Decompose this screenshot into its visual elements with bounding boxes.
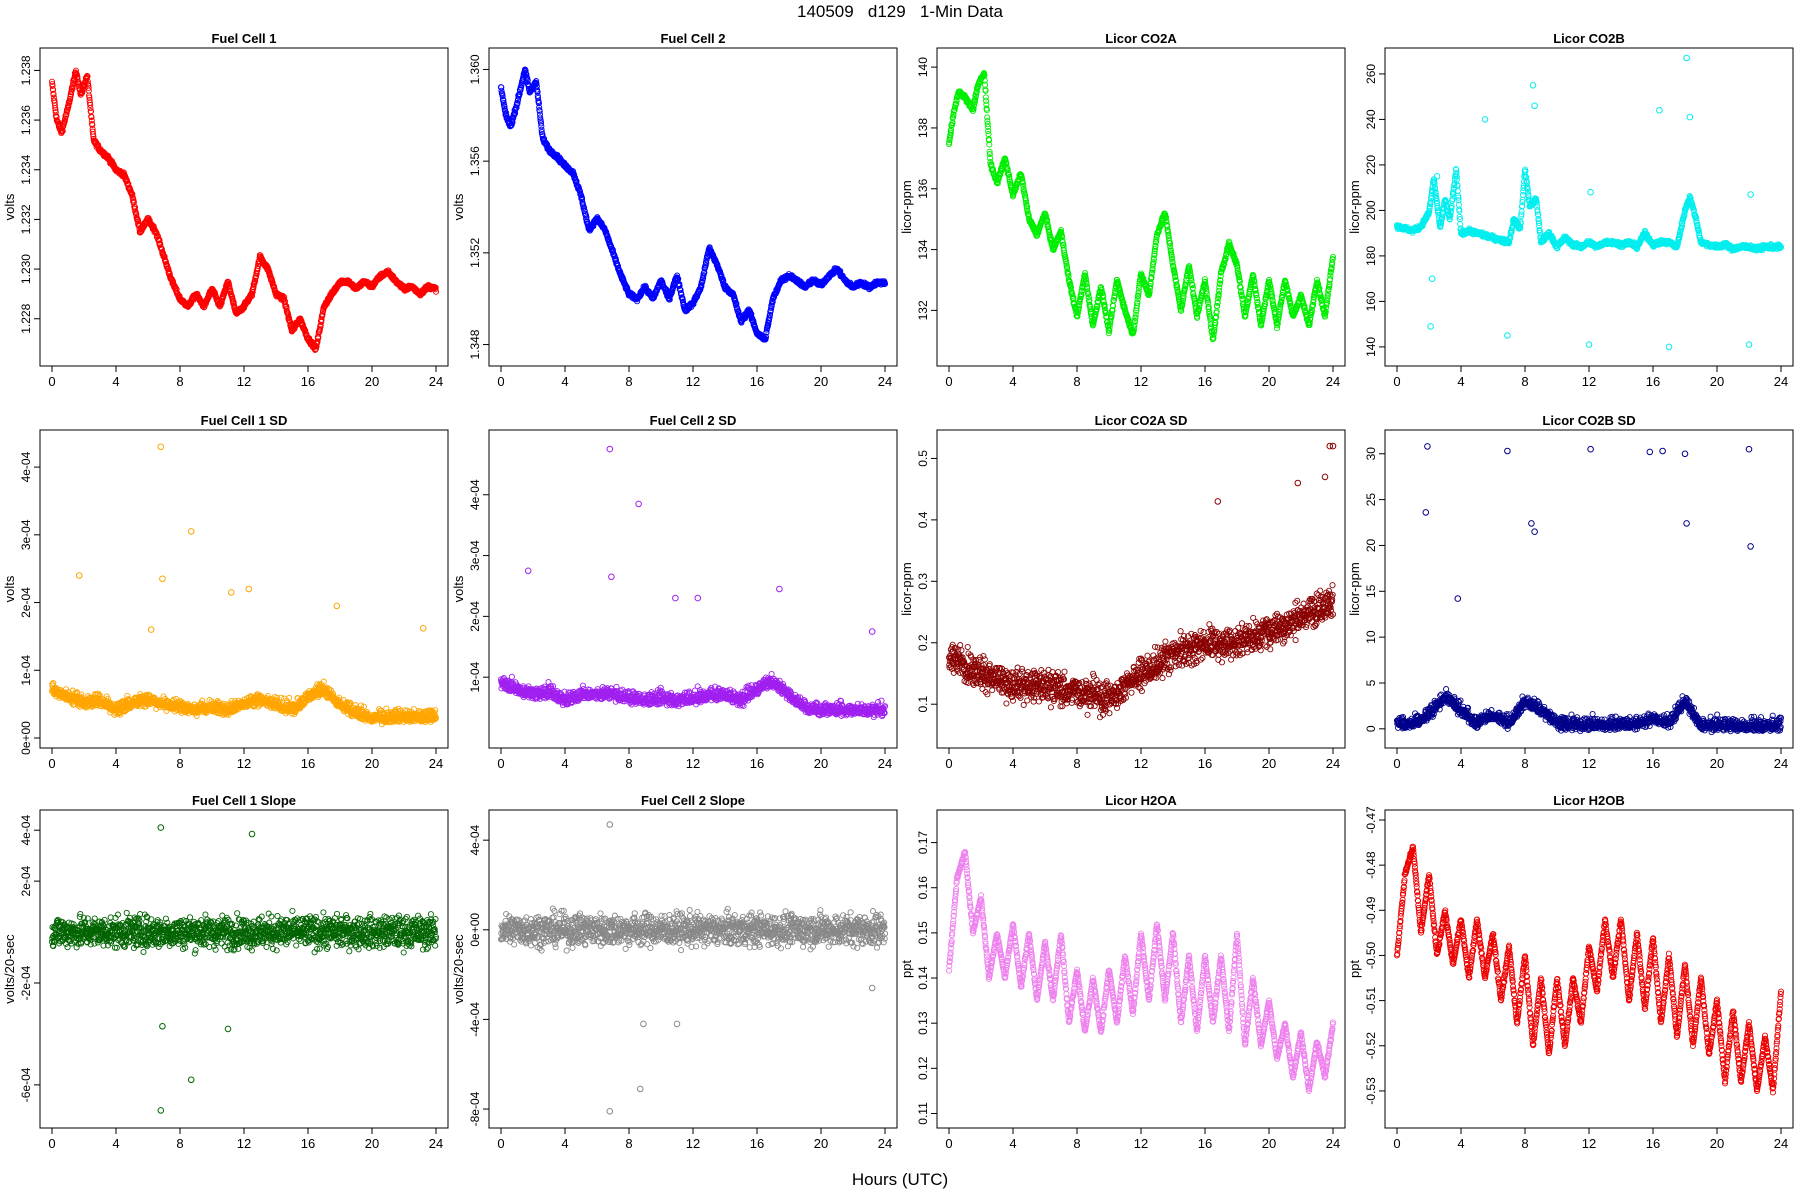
y-tick-label: 138 xyxy=(916,118,930,138)
y-tick-label: 1.360 xyxy=(468,54,482,84)
x-tick-label: 20 xyxy=(1262,374,1276,389)
x-tick-label: 0 xyxy=(497,374,504,389)
y-axis-label: licor-ppm xyxy=(1347,180,1362,233)
chart-panel-1: Fuel Cell 2 volts 0 4 8 12 16 20 24 1.348 1.352 1.3… xyxy=(451,31,897,389)
plot-frame xyxy=(489,48,897,366)
y-axis-label: licor-ppm xyxy=(899,180,914,233)
y-tick-label: 134 xyxy=(916,239,930,259)
x-tick-label: 4 xyxy=(1457,374,1464,389)
y-tick-label: 132 xyxy=(916,300,930,320)
data-point xyxy=(88,109,93,114)
y-tick-label: 240 xyxy=(1364,109,1378,129)
x-tick-label: 8 xyxy=(1073,374,1080,389)
x-tick-label: 0 xyxy=(48,374,55,389)
chart-title: Fuel Cell 1 xyxy=(211,31,276,46)
x-tick-label: 12 xyxy=(1134,374,1148,389)
y-tick-label: 1.238 xyxy=(19,55,33,85)
x-tick-label: 24 xyxy=(878,374,892,389)
x-tick-label: 4 xyxy=(112,374,119,389)
y-axis-label: volts xyxy=(451,193,466,220)
x-tick-label: 0 xyxy=(1393,374,1400,389)
y-tick-label: 1.352 xyxy=(468,238,482,268)
x-tick-label: 20 xyxy=(814,374,828,389)
x-tick-label: 20 xyxy=(365,374,379,389)
plot-grid: Fuel Cell 1 volts 0 4 8 12 16 20 24 1.228 1.230 1.2… xyxy=(0,0,1800,1200)
chart-panel-3: Licor CO2B licor-ppm 0 4 8 12 16 20 24 140 160 180 2… xyxy=(1347,31,1793,389)
y-tick-label: 260 xyxy=(1364,64,1378,84)
y-tick-label: 1.232 xyxy=(19,204,33,234)
x-tick-label: 12 xyxy=(686,374,700,389)
y-tick-label: 200 xyxy=(1364,200,1378,220)
x-tick-label: 24 xyxy=(429,374,443,389)
y-tick-label: 180 xyxy=(1364,246,1378,266)
x-tick-label: 8 xyxy=(625,374,632,389)
x-tick-label: 12 xyxy=(237,374,251,389)
y-tick-label: 1.356 xyxy=(468,146,482,176)
scatter-points xyxy=(946,70,1335,341)
x-tick-label: 4 xyxy=(561,374,568,389)
y-tick-label: 1.228 xyxy=(19,303,33,333)
chart-panel-2: Licor CO2A licor-ppm 0 4 8 12 16 20 24 132 134 136 1… xyxy=(899,31,1345,389)
y-tick-label: 220 xyxy=(1364,155,1378,175)
chart-panel-0: Fuel Cell 1 volts 0 4 8 12 16 20 24 1.228 1.230 1.2… xyxy=(2,31,448,389)
figure: 140509 d129 1-Min Data Fuel Cell 1 volts 0… xyxy=(0,0,1800,1200)
x-tick-label: 0 xyxy=(945,374,952,389)
x-tick-label: 4 xyxy=(1009,374,1016,389)
y-axis-label: volts xyxy=(2,193,17,220)
y-tick-label: 1.230 xyxy=(19,254,33,284)
x-tick-label: 24 xyxy=(1774,374,1788,389)
scatter-points xyxy=(498,67,887,342)
x-tick-label: 8 xyxy=(1521,374,1528,389)
x-tick-label: 24 xyxy=(1326,374,1340,389)
y-tick-label: 1.236 xyxy=(19,105,33,135)
y-tick-label: 1.348 xyxy=(468,329,482,359)
x-tick-label: 8 xyxy=(176,374,183,389)
y-tick-label: 140 xyxy=(1364,337,1378,357)
plot-frame xyxy=(937,48,1345,366)
x-tick-label: 12 xyxy=(1582,374,1596,389)
x-tick-label: 16 xyxy=(1198,374,1212,389)
x-tick-label: 20 xyxy=(1710,374,1724,389)
y-tick-label: 140 xyxy=(916,57,930,77)
y-tick-label: 160 xyxy=(1364,291,1378,311)
data-point xyxy=(986,132,991,137)
scatter-points xyxy=(49,68,438,353)
y-tick-label: 136 xyxy=(916,178,930,198)
x-tick-label: 16 xyxy=(301,374,315,389)
plot-frame xyxy=(40,48,448,366)
x-tick-label: 16 xyxy=(1646,374,1660,389)
x-tick-label: 16 xyxy=(750,374,764,389)
y-tick-label: 1.234 xyxy=(19,154,33,184)
chart-title: Licor CO2A xyxy=(1105,31,1177,46)
chart-title: Licor CO2B xyxy=(1553,31,1625,46)
chart-title: Fuel Cell 2 xyxy=(660,31,725,46)
scatter-points xyxy=(1394,55,1783,350)
